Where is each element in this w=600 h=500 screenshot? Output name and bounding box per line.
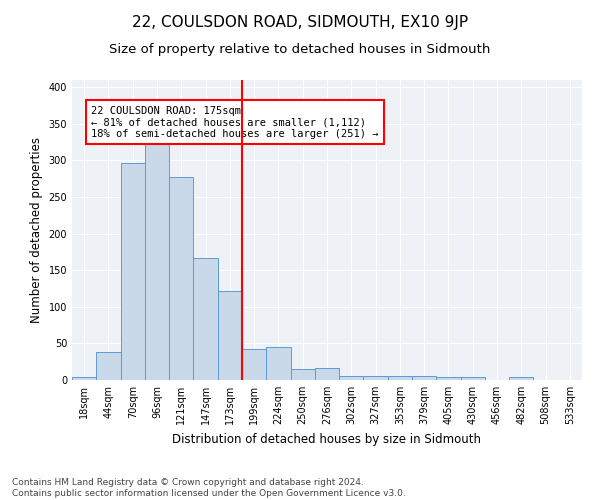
Bar	[193, 258, 218, 380]
Bar	[266, 347, 290, 380]
Bar	[412, 376, 436, 380]
Bar	[339, 376, 364, 380]
Text: Size of property relative to detached houses in Sidmouth: Size of property relative to detached ho…	[109, 42, 491, 56]
Bar	[96, 352, 121, 380]
Y-axis label: Number of detached properties: Number of detached properties	[30, 137, 43, 323]
Bar	[436, 377, 461, 380]
Bar	[509, 377, 533, 380]
Bar	[218, 290, 242, 380]
Bar	[364, 376, 388, 380]
Bar	[169, 176, 193, 380]
Text: 22, COULSDON ROAD, SIDMOUTH, EX10 9JP: 22, COULSDON ROAD, SIDMOUTH, EX10 9JP	[132, 15, 468, 30]
Bar	[121, 162, 145, 380]
Text: Contains HM Land Registry data © Crown copyright and database right 2024.
Contai: Contains HM Land Registry data © Crown c…	[12, 478, 406, 498]
Text: 22 COULSDON ROAD: 175sqm
← 81% of detached houses are smaller (1,112)
18% of sem: 22 COULSDON ROAD: 175sqm ← 81% of detach…	[91, 106, 379, 139]
Bar	[388, 376, 412, 380]
Bar	[315, 368, 339, 380]
Bar	[145, 142, 169, 380]
Bar	[461, 377, 485, 380]
Bar	[242, 348, 266, 380]
X-axis label: Distribution of detached houses by size in Sidmouth: Distribution of detached houses by size …	[173, 432, 482, 446]
Bar	[290, 369, 315, 380]
Bar	[72, 377, 96, 380]
